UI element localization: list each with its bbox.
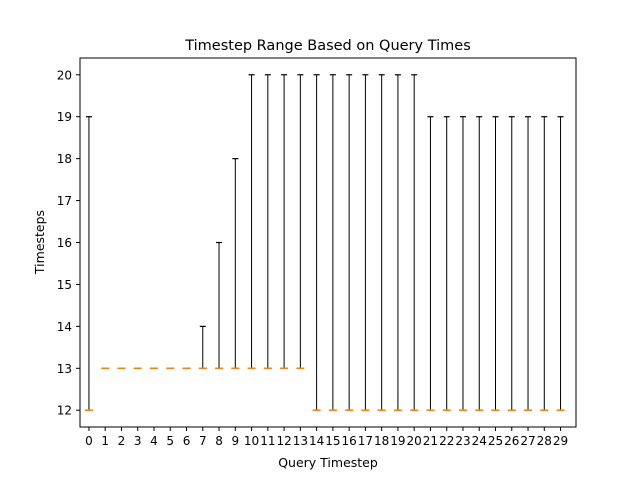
x-tick-label: 13 [293,434,308,448]
y-tick-label: 18 [57,152,72,166]
x-tick-label: 12 [276,434,291,448]
y-tick-label: 16 [57,236,72,250]
x-tick-label: 9 [231,434,239,448]
y-tick-label: 17 [57,194,72,208]
plot-area [84,74,565,412]
x-tick-label: 24 [472,434,487,448]
x-tick-label: 11 [260,434,275,448]
axes-frame [79,57,577,428]
x-axis-label: Query Timestep [278,455,378,470]
x-axis: 0 1 2 3 4 5 6 7 8 9 10 11 12 13 14 15 16 17 18 19 20 21 22 23 24… [85,427,568,448]
x-tick-label: 20 [407,434,422,448]
x-tick-label: 19 [390,434,405,448]
x-tick-label: 21 [423,434,438,448]
x-tick-label: 16 [342,434,357,448]
y-tick-label: 14 [57,320,72,334]
y-tick-label: 20 [57,68,72,82]
x-tick-label: 0 [85,434,93,448]
x-tick-label: 2 [118,434,126,448]
x-tick-label: 27 [520,434,535,448]
chart-title: Timestep Range Based on Query Times [184,38,471,54]
x-tick-label: 6 [183,434,191,448]
x-tick-label: 15 [325,434,340,448]
x-tick-label: 29 [553,434,568,448]
x-tick-label: 4 [150,434,158,448]
x-tick-label: 5 [166,434,174,448]
x-tick-label: 18 [374,434,389,448]
x-tick-label: 22 [439,434,454,448]
y-tick-label: 19 [57,110,72,124]
x-tick-label: 17 [358,434,373,448]
x-tick-label: 26 [504,434,519,448]
x-tick-label: 14 [309,434,324,448]
x-tick-label: 28 [537,434,552,448]
y-tick-label: 13 [57,362,72,376]
y-tick-label: 15 [57,278,72,292]
x-tick-label: 7 [199,434,207,448]
x-tick-label: 10 [244,434,259,448]
x-tick-label: 23 [455,434,470,448]
y-axis-label: Timesteps [32,210,47,275]
x-tick-label: 8 [215,434,223,448]
x-tick-label: 25 [488,434,503,448]
y-axis: 12 13 14 15 16 17 18 19 20 [57,68,80,418]
x-tick-label: 3 [134,434,142,448]
x-tick-label: 1 [101,434,109,448]
y-tick-label: 12 [57,404,72,418]
